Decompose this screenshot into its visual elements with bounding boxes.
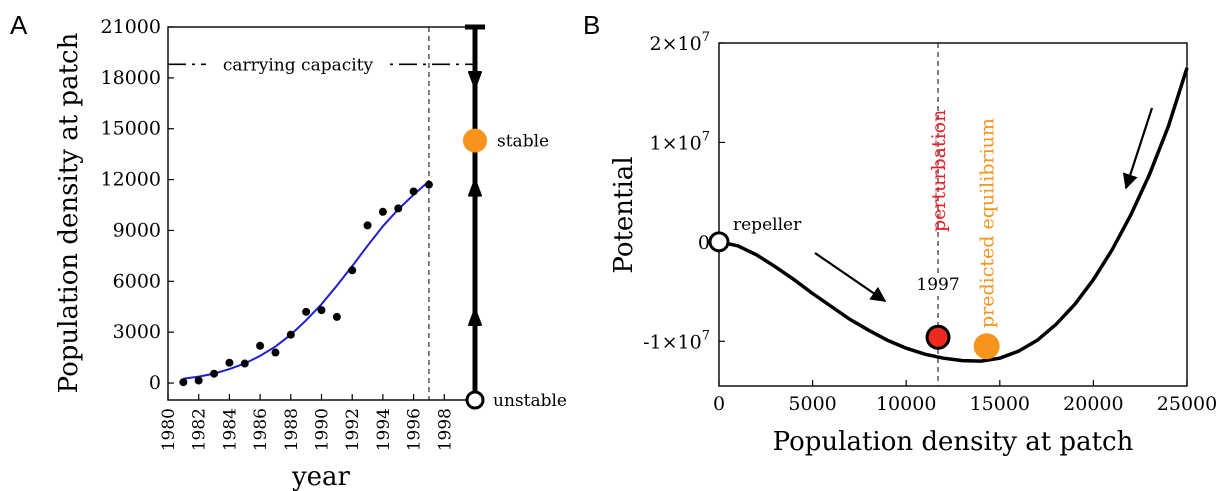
repeller-label: repeller (733, 215, 802, 235)
year-label-bg (916, 275, 961, 296)
phase-arrow (468, 71, 482, 89)
panel-a-x-axis-label: year (291, 462, 351, 491)
panel-b-plot-frame (718, 42, 1188, 387)
panel-b: 0 5000 10000 15000 20000 25000 2×107 1×107 0 -1×… (609, 30, 1217, 457)
panel-a-data-points (179, 180, 433, 387)
data-point (424, 180, 433, 189)
y-tick-label: 0 (698, 232, 710, 254)
data-point (409, 187, 418, 196)
panel-b-y-axis-label: Potential (609, 156, 639, 273)
y-tick-label: 15000 (101, 118, 161, 140)
data-point (394, 204, 403, 213)
data-point (179, 378, 188, 387)
x-tick-label: 1994 (374, 408, 394, 451)
y-tick-label: 3000 (113, 321, 161, 343)
x-tick-label: 1992 (343, 408, 363, 451)
panel-a-letter: A (10, 10, 28, 40)
y-tick-label: -1×107 (643, 328, 710, 353)
unstable-label: unstable (493, 391, 567, 411)
phase-arrow (468, 308, 482, 326)
panel-b-x-axis-label: Population density at patch (773, 427, 1134, 457)
x-tick-label: 5000 (788, 393, 836, 415)
data-point (210, 369, 219, 378)
y-tick-label: 18000 (101, 67, 161, 89)
panel-b-x-ticks: 0 5000 10000 15000 20000 25000 (713, 380, 1217, 415)
panel-b-letter: B (583, 10, 600, 40)
data-point (271, 348, 280, 357)
phase-line-arrows (468, 71, 482, 326)
x-tick-label: 20000 (1063, 393, 1123, 415)
data-point (302, 307, 311, 316)
x-tick-label: 1996 (405, 408, 425, 451)
x-tick-label: 25000 (1157, 393, 1217, 415)
potential-curve (718, 67, 1189, 363)
downhill-arrow-left (814, 252, 887, 302)
data-point (378, 207, 387, 216)
x-tick-label: 0 (713, 393, 725, 415)
year-label: 1997 (916, 275, 959, 295)
panel-a-x-ticks: 1980 1982 1984 1986 1988 1990 1992 1994 1996 1998 (159, 394, 455, 451)
x-tick-label: 1982 (190, 408, 210, 451)
x-tick-label: 1984 (220, 408, 240, 451)
x-tick-label: 10000 (876, 393, 936, 415)
panel-a: 1980 1982 1984 1986 1988 1990 1992 1994 1996 1998… (54, 16, 567, 491)
data-point (194, 376, 203, 385)
data-point (332, 312, 341, 321)
data-point (348, 266, 357, 275)
perturbation-label: perturbation (928, 110, 950, 232)
data-point (256, 341, 265, 350)
data-point (317, 306, 326, 315)
y-tick-label: 12000 (101, 169, 161, 191)
x-tick-label: 15000 (970, 393, 1030, 415)
phase-arrow (468, 178, 482, 197)
perturbation-marker (925, 324, 951, 350)
predicted-equilibrium-label: predicted equilibrium (977, 118, 999, 328)
stable-label: stable (497, 132, 549, 152)
data-point (240, 359, 249, 368)
panel-a-y-ticks: 0 3000 6000 9000 12000 15000 18000 21000 (101, 16, 174, 394)
carrying-capacity-label-bg (206, 51, 390, 76)
x-tick-label: 1990 (313, 408, 333, 451)
predicted-equilibrium-marker (973, 333, 1000, 360)
y-tick-label: 21000 (101, 16, 161, 38)
x-tick-label: 1988 (282, 408, 302, 451)
data-point (363, 221, 372, 230)
unstable-equilibrium-marker (465, 390, 485, 410)
repeller-marker (708, 231, 730, 253)
carrying-capacity-label: carrying capacity (223, 55, 374, 75)
logistic-fit-curve (183, 180, 430, 380)
y-tick-label: 2×107 (650, 30, 710, 55)
panel-b-y-ticks: 2×107 1×107 0 -1×107 (643, 30, 725, 353)
x-tick-label: 1998 (435, 408, 455, 451)
y-tick-label: 0 (149, 372, 161, 394)
stable-equilibrium-marker (463, 128, 487, 153)
downhill-arrow-right (1122, 107, 1154, 190)
data-point (225, 358, 234, 367)
y-tick-label: 6000 (113, 270, 161, 292)
y-tick-label: 9000 (113, 219, 161, 241)
x-tick-label: 1980 (159, 408, 179, 451)
panel-a-y-axis-label: Population density at patch (54, 32, 84, 393)
x-tick-label: 1986 (251, 408, 271, 451)
y-tick-label: 1×107 (650, 129, 710, 154)
data-point (286, 330, 295, 339)
